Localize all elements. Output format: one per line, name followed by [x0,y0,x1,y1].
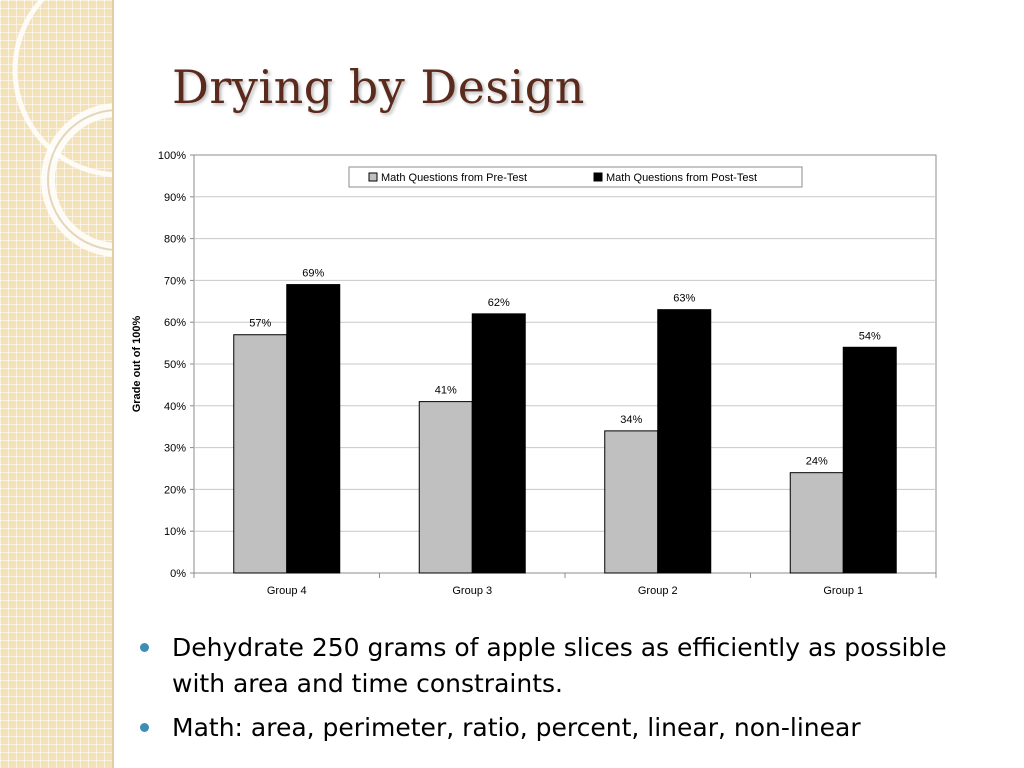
legend-label: Math Questions from Post-Test [606,172,757,184]
data-label: 34% [620,414,642,426]
bullet-item: Math: area, perimeter, ratio, percent, l… [136,710,956,746]
bullet-text: Math: area, perimeter, ratio, percent, l… [172,713,861,742]
y-tick-label: 50% [164,359,186,371]
data-label: 41% [435,385,457,397]
y-tick-label: 80% [164,234,186,246]
y-tick-label: 10% [164,526,186,538]
y-tick-label: 20% [164,484,186,496]
bar-post-test [286,284,341,574]
data-label: 57% [249,318,271,330]
legend-label: Math Questions from Pre-Test [381,172,527,184]
bar-post-test [471,313,526,574]
decorative-side-strip [0,0,114,768]
bar-pre-test [789,472,844,574]
bar-pre-test [233,334,288,574]
legend-swatch [368,172,378,182]
decorative-circles [12,0,114,257]
bar-pre-test [418,401,473,574]
side-strip-edge [112,0,114,768]
bullet-item: Dehydrate 250 grams of apple slices as e… [136,630,956,702]
data-label: 63% [673,293,695,305]
y-tick-label: 30% [164,443,186,455]
y-axis-label: Grade out of 100% [131,315,143,412]
x-tick-label: Group 4 [267,585,307,597]
y-tick-label: 90% [164,192,186,204]
bullet-dot-icon [140,643,149,652]
y-tick-label: 70% [164,275,186,287]
bar-pre-test [604,430,659,574]
y-tick-label: 0% [170,568,186,580]
y-tick-label: 100% [158,150,186,162]
bullet-list: Dehydrate 250 grams of apple slices as e… [136,630,956,754]
y-tick-label: 40% [164,401,186,413]
legend-swatch [593,172,603,182]
data-label: 24% [806,456,828,468]
bullet-dot-icon [140,723,149,732]
data-label: 54% [859,330,881,342]
legend [348,166,803,188]
bullet-text: Dehydrate 250 grams of apple slices as e… [172,633,947,698]
bar-post-test [842,346,897,574]
x-tick-label: Group 1 [823,585,863,597]
data-label: 69% [302,268,324,280]
bar-chart: 0% 10% 20% 30% 40% 50% 60% 70% 80% 90% 100% Grade o… [131,150,937,597]
x-tick-label: Group 2 [638,585,678,597]
data-label: 62% [488,297,510,309]
bar-post-test [657,309,712,574]
y-tick-label: 60% [164,317,186,329]
x-tick-label: Group 3 [452,585,492,597]
slide-title: Drying by Design [172,60,585,114]
